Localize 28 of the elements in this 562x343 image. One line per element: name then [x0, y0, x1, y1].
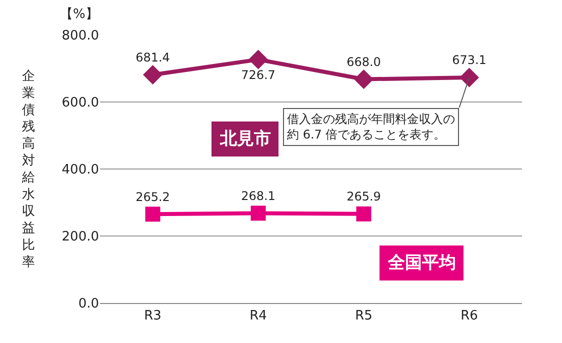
text: 企業債残高対給水収益比率: [22, 69, 35, 270]
data-label: 265.2: [136, 190, 170, 204]
point: [250, 206, 266, 221]
y-tick-label: 200.0: [62, 230, 99, 245]
data-label: 268.1: [241, 188, 276, 203]
y-tick-label: 800.0: [62, 28, 99, 44]
y-tick-label: 400.0: [62, 162, 99, 178]
text: 全国平均: [387, 253, 456, 273]
text: 【%】: [60, 7, 98, 22]
point: [354, 69, 374, 89]
point: [143, 64, 162, 84]
point: [356, 206, 372, 222]
annotation: 借入金の残高が年間料金収入の約 6.7 倍であることを表す。: [287, 112, 455, 142]
x-tick-label: R4: [250, 308, 267, 324]
y-tick-label: 600.0: [62, 96, 99, 111]
x-tick-label: R5: [355, 308, 372, 324]
y-tick-label: 0.0: [78, 296, 99, 312]
data-label: 673.1: [452, 53, 486, 68]
data-label: 726.7: [241, 68, 276, 82]
text: 北見市: [219, 129, 271, 149]
x-tick-label: R3: [144, 308, 162, 324]
data-label: 265.9: [346, 190, 381, 204]
point: [248, 50, 268, 70]
data-label: 681.4: [136, 50, 170, 64]
point: [460, 68, 479, 88]
x-tick-label: R6: [460, 308, 478, 324]
data-label: 668.0: [346, 54, 381, 69]
point: [145, 206, 160, 222]
